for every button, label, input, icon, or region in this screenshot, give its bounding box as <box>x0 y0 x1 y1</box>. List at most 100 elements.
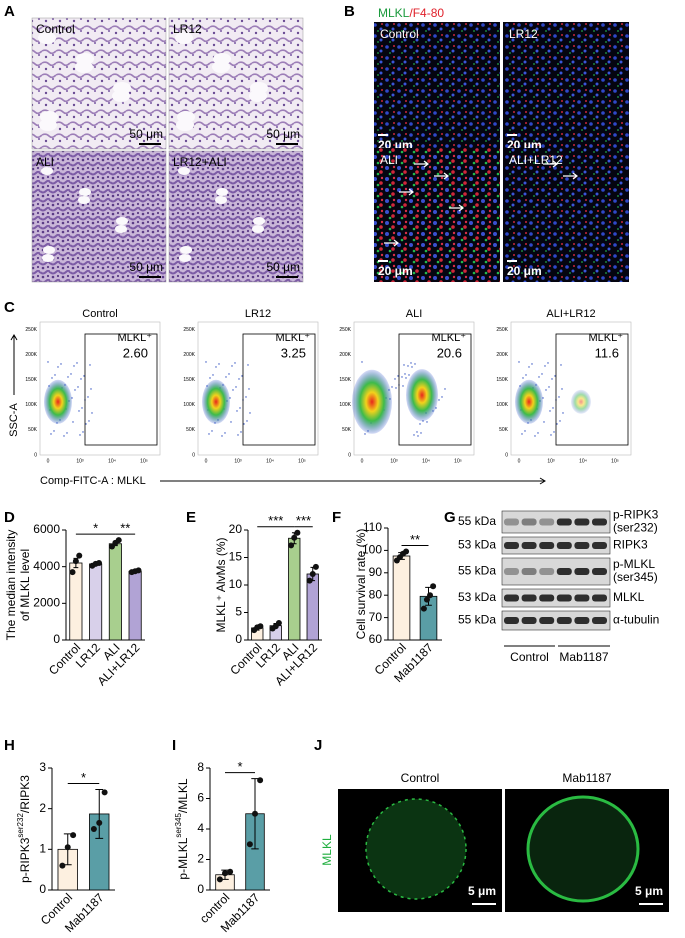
blot-band <box>504 594 519 602</box>
event-dot <box>407 365 409 367</box>
panel-label: F <box>332 509 341 526</box>
channel-label: MLKL <box>320 834 334 866</box>
event-dot <box>541 373 543 375</box>
data-point <box>309 571 316 577</box>
scale-bar-label: 5 μm <box>635 884 663 898</box>
event-dot <box>550 434 552 436</box>
alveolus <box>175 32 193 44</box>
blot-band <box>592 568 607 575</box>
alveolus <box>40 111 58 123</box>
data-point <box>306 577 313 584</box>
y-tick-label: 200K <box>496 352 508 358</box>
event-dot <box>438 399 440 401</box>
event-dot <box>361 361 363 363</box>
event-dot <box>51 377 53 379</box>
y-tick-label: 90 <box>369 565 383 579</box>
x-tick-label: 10³ <box>234 458 242 464</box>
y-axis-label: p-MLKLser345/MLKL <box>174 778 190 880</box>
alveolus <box>116 217 128 225</box>
arrow <box>414 160 429 168</box>
event-dot <box>232 389 234 391</box>
event-dot <box>562 412 564 414</box>
alveolus <box>113 82 131 94</box>
image-label: ALI <box>380 153 398 167</box>
kda-label: 55 kDa <box>458 564 496 578</box>
y-tick-label: 2000 <box>33 596 60 610</box>
event-dot <box>78 410 80 412</box>
y-tick-label: 150K <box>25 377 37 383</box>
data-point <box>76 552 83 559</box>
y-axis-label: The median intensity <box>4 530 18 641</box>
alveolus <box>41 167 53 175</box>
x-tick-label: 10³ <box>76 458 84 464</box>
density-cloud <box>44 379 72 424</box>
density-cloud <box>352 369 392 434</box>
event-dot <box>561 388 563 390</box>
alveolus <box>213 53 231 65</box>
blot-band <box>556 617 572 624</box>
alveolus <box>76 53 94 65</box>
blot-band <box>592 542 607 549</box>
y-tick-label: 200K <box>339 352 351 358</box>
event-dot <box>245 396 247 398</box>
x-tick-label: 10³ <box>547 458 555 464</box>
group-label: Control <box>510 650 549 664</box>
y-tick-label: 60 <box>369 632 383 646</box>
x-tick-label: 0 <box>361 458 364 464</box>
event-dot <box>90 388 92 390</box>
event-dot <box>548 386 550 388</box>
data-point <box>96 819 103 826</box>
blot-band <box>574 594 590 602</box>
kda-label: 55 kDa <box>458 613 496 627</box>
event-dot <box>72 421 74 423</box>
event-dot <box>441 396 443 398</box>
x-tick-label: 10³ <box>390 458 398 464</box>
alveolus <box>79 188 91 196</box>
data-point <box>95 560 102 566</box>
axis-arrow <box>160 477 546 485</box>
data-point <box>257 623 264 630</box>
blot-band <box>521 568 537 575</box>
alveolus <box>38 32 56 44</box>
event-dot <box>73 365 75 367</box>
if-image <box>374 22 500 156</box>
event-dot <box>397 375 399 377</box>
event-dot <box>60 363 62 365</box>
data-point <box>427 592 434 599</box>
x-tick-label: 10⁴ <box>579 458 587 464</box>
gate <box>398 333 472 446</box>
bar <box>89 563 103 641</box>
y-tick-label: 80 <box>369 587 383 601</box>
significance-label: ** <box>410 532 420 547</box>
data-point <box>257 777 264 784</box>
y-tick-label: 0 <box>348 452 351 458</box>
gate-value: 2.60 <box>123 345 148 360</box>
data-point <box>423 596 430 603</box>
plot-title: ALI <box>406 308 423 320</box>
event-dot <box>231 365 233 367</box>
event-dot <box>525 374 527 376</box>
alveolus <box>252 225 264 233</box>
event-dot <box>209 377 211 379</box>
label-part: p-RIPK3 <box>18 837 32 883</box>
event-dot <box>212 374 214 376</box>
blot-strip <box>501 536 611 555</box>
alveolus <box>180 246 192 254</box>
event-dot <box>66 432 68 434</box>
y-tick-label: 150K <box>339 377 351 383</box>
event-dot <box>82 431 84 433</box>
significance-label: *** <box>296 513 311 528</box>
image-label: LR12+ALI <box>173 155 227 169</box>
arrow <box>399 188 414 196</box>
event-dot <box>537 432 539 434</box>
event-dot <box>89 364 91 366</box>
x-tick-label: 10⁴ <box>108 458 116 464</box>
y-tick-label: 2 <box>39 801 46 815</box>
blot-band <box>574 617 590 624</box>
event-dot <box>524 430 526 432</box>
y-tick-label: 250K <box>339 327 351 333</box>
event-dot <box>63 435 65 437</box>
bar <box>288 537 301 641</box>
image-label: ALI <box>36 155 54 169</box>
blot-band <box>539 617 555 624</box>
